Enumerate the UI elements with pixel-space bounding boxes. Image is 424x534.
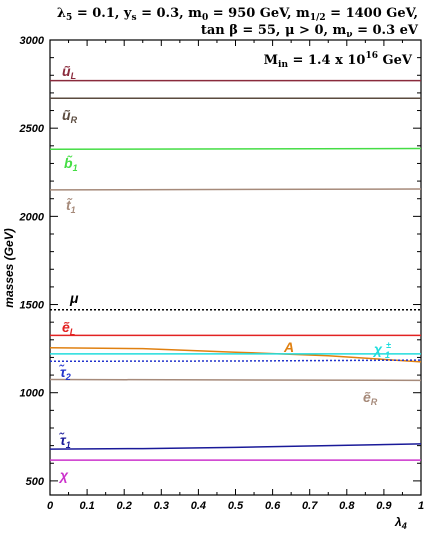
label-e-R: ẽR xyxy=(363,389,378,407)
series-line-9 xyxy=(49,378,422,382)
series-line-8 xyxy=(49,359,422,363)
plot-frame xyxy=(49,39,422,496)
header-line-1: λ5 = 0.1, ys = 0.3, m0 = 950 GeV, m1/2 =… xyxy=(57,6,418,23)
label-A: A xyxy=(283,339,294,355)
label-b-1: b̃1 xyxy=(64,154,78,173)
y-tick-label-1: 1000 xyxy=(20,388,45,400)
x-tick-label-4: 0.4 xyxy=(191,500,206,512)
x-tick-label-2: 0.2 xyxy=(117,500,132,512)
x-tick-label-8: 0.8 xyxy=(339,500,355,512)
y-axis-label: masses (GeV) xyxy=(2,228,16,307)
y-tick-label-3: 2000 xyxy=(19,211,45,223)
x-tick-label-1: 0.1 xyxy=(79,500,94,512)
x-tick-label-0: 0 xyxy=(47,500,54,512)
label-chargino: χ ±1 xyxy=(372,340,391,360)
y-tick-label-0: 500 xyxy=(26,476,45,488)
x-tick-label-3: 0.3 xyxy=(154,500,169,512)
x-tick-label-6: 0.6 xyxy=(265,500,281,512)
label-u-R: ũR xyxy=(62,107,78,125)
series-line-2 xyxy=(49,147,422,151)
series-line-3 xyxy=(49,188,422,191)
series-layer xyxy=(49,79,422,461)
x-tick-label-7: 0.7 xyxy=(302,500,318,512)
label-t-1: t̃1 xyxy=(66,197,76,215)
x-tick-label-9: 0.9 xyxy=(376,500,392,512)
series-line-10 xyxy=(49,443,422,450)
label-neutralino: χ xyxy=(58,467,69,483)
label-tau-2: τ̃2 xyxy=(59,363,71,382)
label-tau-1: τ̃1 xyxy=(59,431,71,450)
header-line-2: tan β = 55, μ > 0, mν = 0.3 eV xyxy=(201,23,419,40)
y-tick-label-2: 1500 xyxy=(20,300,45,312)
x-axis-label: λ4 xyxy=(394,515,407,531)
x-tick-label-5: 0.5 xyxy=(228,500,244,512)
x-tick-label-10: 1 xyxy=(418,500,424,512)
label-u-L: ũL xyxy=(62,63,76,81)
y-tick-label-5: 3000 xyxy=(20,35,45,47)
label-e-L: ẽL xyxy=(62,319,75,337)
y-tick-label-4: 2500 xyxy=(19,123,45,135)
series-line-6 xyxy=(49,346,422,363)
tick-layer: 0 0.1 0.2 0.3 0.4 0.5 0.6 0.7 0.8 0.9 150010001500… xyxy=(19,35,424,512)
min-annotation: Min = 1.4 x 1016 GeV xyxy=(264,51,413,70)
label-mu: μ xyxy=(69,290,79,306)
